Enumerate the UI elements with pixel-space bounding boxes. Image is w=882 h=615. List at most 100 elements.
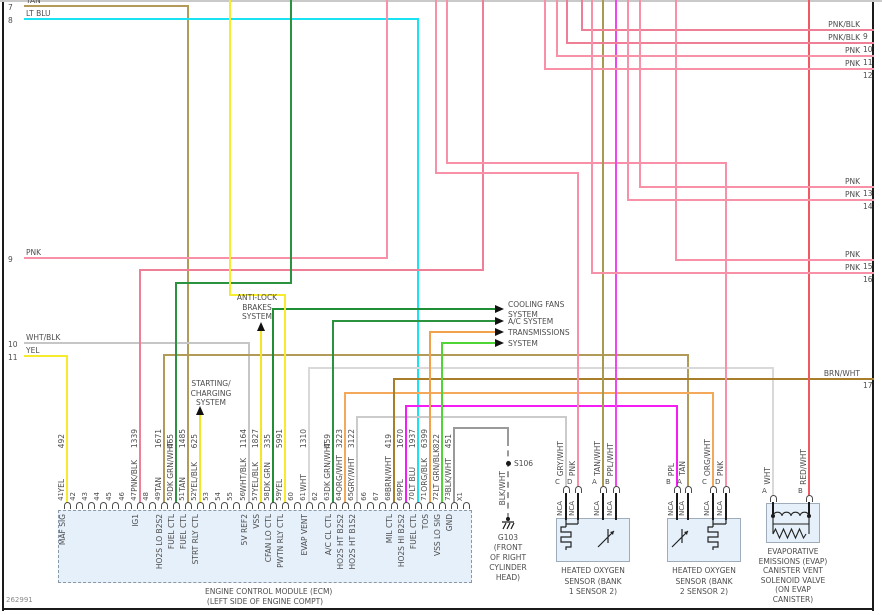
ecm-label: ENGINE CONTROL MODULE (ECM) (LEFT SIDE OF… <box>205 587 332 607</box>
wire-blkwht-451 <box>454 427 508 429</box>
ground-label-line: G103 <box>497 533 519 542</box>
ecm-pin-function: FUEL CTL <box>167 514 176 550</box>
wire-hos1-pplwht <box>615 0 617 488</box>
wire-tan-1671 <box>163 354 165 504</box>
ground-wire-label: BLK/WHT <box>498 470 507 505</box>
ecm-pin-color: TAN <box>154 477 163 492</box>
right-wire-number: 17 <box>863 381 873 390</box>
sensor-pin-stub <box>725 493 727 520</box>
starting-charging-arrow-icon <box>195 406 204 415</box>
wire-pnkblk-right-10 <box>566 0 568 44</box>
evap-pin-color: RED/WHT <box>799 449 808 485</box>
ecm-pin-connector-icon <box>75 502 83 509</box>
right-wire-label: PNK <box>844 250 860 259</box>
ecm-pin-function: STRT RLY CTL <box>191 514 200 565</box>
wire-yel-5991 <box>229 0 231 296</box>
ecm-pin-number: 47 <box>130 492 138 501</box>
evap-pin-stub <box>808 502 810 517</box>
sensor-pin-color: PPL <box>667 462 676 476</box>
ecm-pin-connector-icon <box>378 502 386 509</box>
ecm-pin-color: BRN/WHT <box>384 455 393 492</box>
evap-pin-letter: B <box>798 487 803 495</box>
ecm-pin-circuit: 3122 <box>347 428 356 448</box>
ecm-pin-function: 5V REF2 <box>240 514 249 546</box>
ecm-pin-connector-icon <box>184 502 192 509</box>
ecm-pin-connector-icon <box>136 502 144 509</box>
wire-tan-1671 <box>687 354 689 488</box>
ecm-pin-number: 69 <box>396 492 404 501</box>
left-wire-label: PNK <box>26 248 42 257</box>
ecm-pin-number: 71 <box>420 492 428 501</box>
sensor-pin-nca: NCA <box>593 501 601 516</box>
sensor-pin-nca: NCA <box>703 501 711 516</box>
ecm-pin-connector-icon <box>245 502 253 509</box>
evap-pin-stub <box>772 502 774 517</box>
ac-system-arrow-icon <box>495 316 504 325</box>
evap-solenoid-label-line: SOLENOID VALVE <box>760 575 826 585</box>
wire-dkgrnwht-465 <box>175 282 177 504</box>
wire-wht-1310 <box>309 367 773 369</box>
ecm-pin-number: 44 <box>93 492 101 501</box>
ecm-pin-number: 55 <box>226 492 234 501</box>
starting-charging-system-label-line: SYSTEM <box>196 398 226 408</box>
anti-lock-brakes-system-label-line: ANTI-LOCK <box>236 293 278 302</box>
heated-oxygen-sensor-label-line: SENSOR (BANK <box>675 576 733 586</box>
wire-pnkblk-1339 <box>482 0 484 271</box>
ecm-pin-circuit: 1671 <box>154 428 163 448</box>
starting-charging-system-label: STARTING/CHARGING SYSTEM <box>151 379 271 408</box>
wire-pnk-right-16 <box>591 0 593 274</box>
ecm-pin-number: 43 <box>81 492 89 501</box>
ecm-pin-number: 52 <box>190 492 198 501</box>
sensor-pin-stub <box>565 493 567 520</box>
ecm-label-line: (LEFT SIDE OF ENGINE COMPT) <box>206 597 324 606</box>
sensor-pin-nca: NCA <box>667 501 675 516</box>
right-wire-label: PNK <box>844 59 860 68</box>
wire-dkgrnwht-465 <box>290 0 292 284</box>
sensor-pin-stub <box>615 493 617 520</box>
ecm-pin-color: WHT <box>299 474 308 492</box>
ecm-pin-number: 60 <box>287 492 295 501</box>
wire-hos1-pnk <box>577 172 579 488</box>
left-wire-label: TAN <box>26 0 41 5</box>
ecm-pin-number: 46 <box>118 492 126 501</box>
evap-pin-letter: A <box>762 487 767 495</box>
cooling-fans-system-label: SYSTEM <box>508 309 538 319</box>
wire-ppl-1670 <box>405 405 407 504</box>
cooling-fans-system-label: COOLING FANS <box>508 300 565 309</box>
ecm-pin-color: ORG/BLK <box>420 458 429 492</box>
right-wire-label: BRN/WHT <box>823 369 860 378</box>
wire-orgwht-3223 <box>345 392 713 394</box>
ecm-pin-number: 50 <box>166 492 174 501</box>
right-wire-number: 13 <box>863 189 873 198</box>
ecm-pin-color: LT BLU <box>408 467 417 492</box>
wire-orgwht-3223 <box>344 392 346 504</box>
ground-label-line: HEAD) <box>495 573 521 582</box>
page-border-right <box>872 0 874 611</box>
ecm-pin-connector-icon <box>366 502 374 509</box>
wire-orgblk-6399 <box>429 331 431 504</box>
ecm-pin-connector-icon <box>305 502 313 509</box>
wire-hos1-pnk <box>435 0 437 174</box>
ecm-pin-circuit: 1827 <box>251 428 260 448</box>
ecm-pin-connector-icon <box>390 502 398 509</box>
ecm-pin-number: 58 <box>263 492 271 501</box>
ecm-pin-number: 41 <box>57 492 65 501</box>
ecm-pin-number: 48 <box>142 492 150 501</box>
wire-hos1-tanwht <box>602 0 604 488</box>
sensor-pin-connector-icon <box>574 486 582 493</box>
ecm-pin-connector-icon <box>232 502 240 509</box>
sensor-pin-color: TAN/WHT <box>593 441 602 476</box>
sensor-pin-connector-icon <box>722 486 730 493</box>
ecm-pin-circuit: 335 <box>263 433 272 448</box>
ecm-pin-function: HO2S HT B1S2 <box>348 514 357 570</box>
ecm-box <box>58 510 472 583</box>
wire-yel-5991 <box>230 294 285 296</box>
evap-pin-color: WHT <box>763 467 772 485</box>
ecm-pin-connector-icon <box>257 502 265 509</box>
ac-system-label: A/C SYSTEM <box>508 317 554 326</box>
ecm-pin-circuit: 1485 <box>178 428 187 448</box>
right-wire-number: 9 <box>863 32 868 41</box>
wire-ltgrnblk-822 <box>441 342 443 504</box>
ecm-pin-function: MAF SIG <box>58 514 67 546</box>
